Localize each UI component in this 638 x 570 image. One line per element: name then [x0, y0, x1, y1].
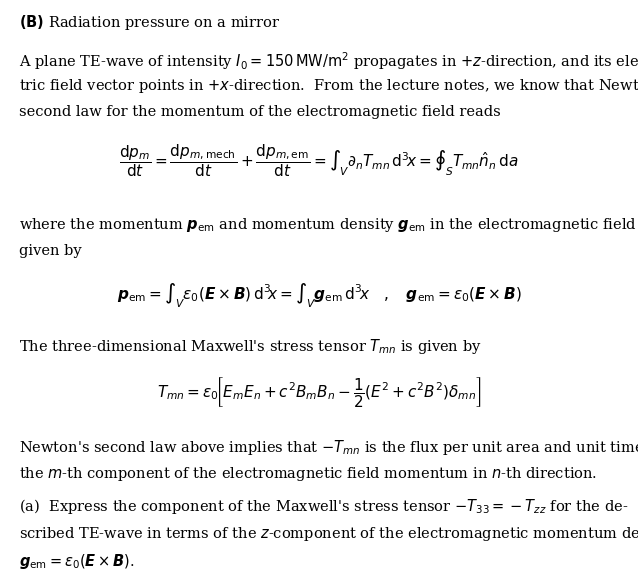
Text: second law for the momentum of the electromagnetic field reads: second law for the momentum of the elect… [19, 105, 501, 119]
Text: tric field vector points in $+x$-direction.  From the lecture notes, we know tha: tric field vector points in $+x$-directi… [19, 78, 638, 95]
Text: the $m$-th component of the electromagnetic field momentum in $n$-th direction.: the $m$-th component of the electromagne… [19, 465, 597, 483]
Text: Newton's second law above implies that $-T_{mn}$ is the flux per unit area and u: Newton's second law above implies that $… [19, 438, 638, 457]
Text: given by: given by [19, 244, 82, 258]
Text: $\boldsymbol{p}_{\mathrm{em}} = \int_V \epsilon_0(\boldsymbol{E}\times\boldsymbo: $\boldsymbol{p}_{\mathrm{em}} = \int_V \… [117, 282, 521, 310]
Text: $\boldsymbol{g}_{\mathrm{em}} = \epsilon_0(\boldsymbol{E}\times\boldsymbol{B})$.: $\boldsymbol{g}_{\mathrm{em}} = \epsilon… [19, 552, 135, 570]
Text: scribed TE-wave in terms of the $z$-component of the electromagnetic momentum de: scribed TE-wave in terms of the $z$-comp… [19, 525, 638, 543]
Text: The three-dimensional Maxwell's stress tensor $T_{mn}$ is given by: The three-dimensional Maxwell's stress t… [19, 337, 482, 356]
Text: $\mathbf{(B)}$ Radiation pressure on a mirror: $\mathbf{(B)}$ Radiation pressure on a m… [19, 13, 281, 32]
Text: $\dfrac{\mathrm{d}p_m}{\mathrm{d}t} = \dfrac{\mathrm{d}p_{m,\mathrm{mech}}}{\mat: $\dfrac{\mathrm{d}p_m}{\mathrm{d}t} = \d… [119, 142, 519, 179]
Text: $T_{mn} = \epsilon_0\!\left[E_m E_n + c^2 B_m B_n - \dfrac{1}{2}(E^2 + c^2 B^2)\: $T_{mn} = \epsilon_0\!\left[E_m E_n + c^… [157, 375, 481, 409]
Text: (a)  Express the component of the Maxwell's stress tensor $-T_{33} = -T_{zz}$ fo: (a) Express the component of the Maxwell… [19, 498, 628, 516]
Text: where the momentum $\boldsymbol{p}_{\mathrm{em}}$ and momentum density $\boldsym: where the momentum $\boldsymbol{p}_{\mat… [19, 217, 638, 234]
Text: A plane TE-wave of intensity $I_0 = 150\,\mathrm{MW/m^2}$ propagates in $+z$-dir: A plane TE-wave of intensity $I_0 = 150\… [19, 50, 638, 72]
